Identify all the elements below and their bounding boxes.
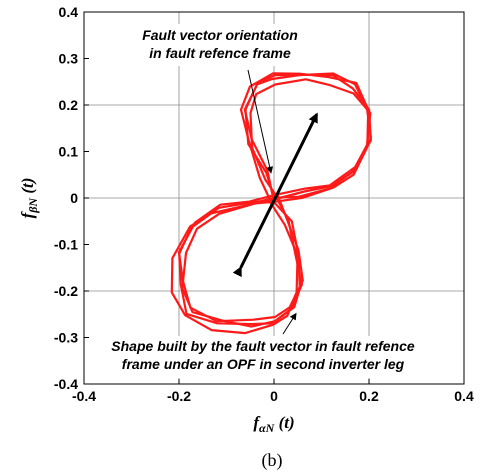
x-tick-label: -0.4 [72,388,96,404]
y-tick-label: 0.1 [59,144,79,160]
annotation-background [92,336,434,378]
y-axis-label: fβN (t) [18,178,40,219]
series-line [170,72,370,335]
y-tick-label: 0.3 [59,51,79,67]
annotation-pointer [247,69,274,174]
x-tick-label: 0.4 [454,388,474,404]
annotation-pointer [282,312,297,335]
fault-vector-arrow [232,112,319,278]
annotation-text: in fault refence frame [149,45,291,61]
tick-layer: -0.4 -0.2 0 0.2 0.4 0.4 0.3 0.2 0.1 0 -0.1 -0.2 -0.3… [54,4,474,404]
y-tick-label: -0.1 [54,237,78,253]
series-line [181,78,372,328]
x-tick-label: 0 [270,388,278,404]
y-tick-label: 0.4 [59,4,79,20]
y-tick-label: -0.4 [54,376,78,392]
x-tick-label: 0.2 [359,388,379,404]
x-axis-label: fαN (t) [253,413,294,435]
annotation-text: Fault vector orientation [142,27,298,43]
annotation-text: Shape built by the fault vector in fault… [111,338,415,354]
y-tick-label: 0.2 [59,97,79,113]
annotation-text: frame under an OPF in second inverter le… [122,356,405,372]
figure-caption: (b) [262,450,283,471]
y-tick-label: -0.2 [54,283,78,299]
annotation-background [126,24,314,66]
annotation-layer: Fault vector orientation in fault refence… [92,24,434,378]
y-tick-label: -0.3 [54,330,78,346]
y-tick-label: 0 [70,190,78,206]
x-tick-label: -0.2 [167,388,191,404]
